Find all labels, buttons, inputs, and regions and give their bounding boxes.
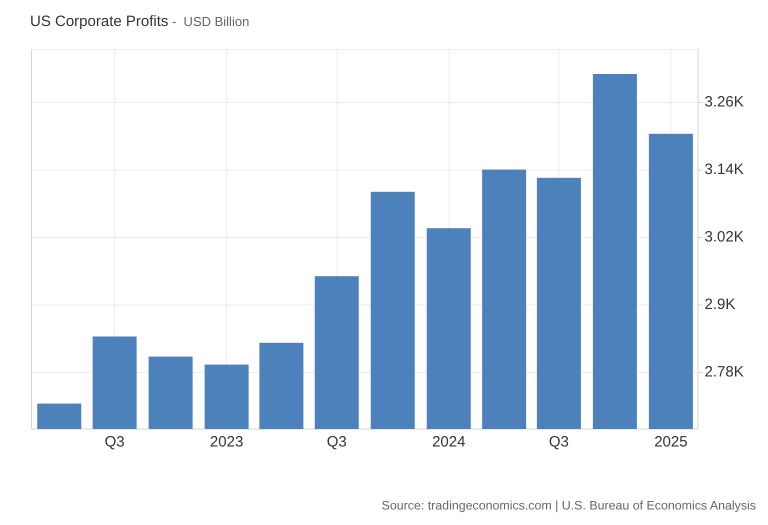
svg-text:3.26K: 3.26K (705, 93, 744, 110)
svg-text:2024: 2024 (432, 433, 465, 450)
svg-text:2.78K: 2.78K (705, 363, 744, 380)
svg-text:Source: tradingeconomics.com |: Source: tradingeconomics.com | U.S. Bure… (382, 499, 756, 513)
svg-text:Q3: Q3 (549, 433, 569, 450)
svg-text:2.9K: 2.9K (705, 296, 736, 313)
svg-text:Q3: Q3 (327, 433, 347, 450)
svg-text:US Corporate Profits - USD Bi: US Corporate Profits - USD Billion (30, 13, 249, 30)
svg-text:2025: 2025 (654, 433, 687, 450)
svg-text:Q3: Q3 (105, 433, 125, 450)
svg-text:2023: 2023 (210, 433, 243, 450)
svg-text:3.02K: 3.02K (705, 228, 744, 245)
svg-text:3.14K: 3.14K (705, 161, 744, 178)
